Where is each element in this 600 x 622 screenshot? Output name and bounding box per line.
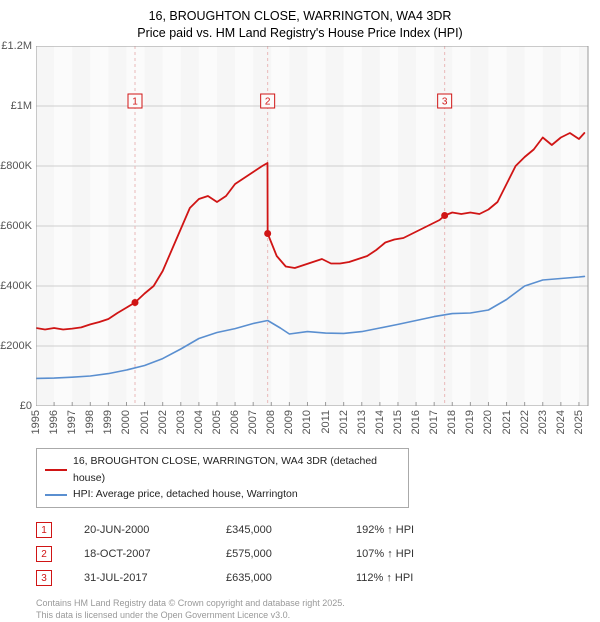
legend-label: 16, BROUGHTON CLOSE, WARRINGTON, WA4 3DR… bbox=[73, 453, 400, 487]
sale-date: 20-JUN-2000 bbox=[84, 524, 226, 536]
sale-price: £345,000 bbox=[226, 524, 356, 536]
x-tick-label: 2023 bbox=[537, 410, 549, 434]
x-tick-label: 2025 bbox=[573, 410, 585, 434]
svg-text:2: 2 bbox=[265, 96, 271, 107]
title-block: 16, BROUGHTON CLOSE, WARRINGTON, WA4 3DR… bbox=[0, 0, 600, 42]
sale-date: 18-OCT-2007 bbox=[84, 548, 226, 560]
svg-text:1: 1 bbox=[132, 96, 138, 107]
y-tick-label: £200K bbox=[0, 340, 36, 352]
legend-item: HPI: Average price, detached house, Warr… bbox=[45, 486, 400, 503]
x-tick-label: 2002 bbox=[157, 410, 169, 434]
sale-row: 1 20-JUN-2000£345,000192% ↑ HPI bbox=[36, 518, 600, 542]
y-tick-label: £800K bbox=[0, 160, 36, 172]
x-tick-label: 2006 bbox=[229, 410, 241, 434]
x-tick-label: 1998 bbox=[84, 410, 96, 434]
x-tick-label: 2019 bbox=[464, 410, 476, 434]
chart-container: 16, BROUGHTON CLOSE, WARRINGTON, WA4 3DR… bbox=[0, 0, 600, 590]
x-tick-label: 2012 bbox=[338, 410, 350, 434]
x-tick-label: 2000 bbox=[120, 410, 132, 434]
x-tick-label: 1995 bbox=[30, 410, 42, 434]
x-tick-label: 1997 bbox=[66, 410, 78, 434]
x-tick-label: 2005 bbox=[211, 410, 223, 434]
x-tick-label: 2021 bbox=[501, 410, 513, 434]
y-tick-label: £1M bbox=[11, 100, 36, 112]
sales-table: 1 20-JUN-2000£345,000192% ↑ HPI 2 18-OCT-20… bbox=[36, 518, 600, 590]
legend-label: HPI: Average price, detached house, Warr… bbox=[73, 486, 298, 503]
x-tick-label: 2001 bbox=[139, 410, 151, 434]
footer-line-2: This data is licensed under the Open Gov… bbox=[36, 610, 600, 622]
x-tick-label: 2018 bbox=[446, 410, 458, 434]
sale-marker-box: 2 bbox=[36, 546, 52, 562]
sale-hpi: 107% ↑ HPI bbox=[356, 548, 600, 560]
x-tick-label: 2014 bbox=[374, 410, 386, 434]
line-chart: 1 2 3 bbox=[36, 46, 596, 406]
x-tick-label: 2017 bbox=[428, 410, 440, 434]
x-axis: 1995199619971998199920002001200220032004… bbox=[36, 406, 596, 442]
x-tick-label: 1999 bbox=[102, 410, 114, 434]
x-tick-label: 2010 bbox=[301, 410, 313, 434]
sale-price: £635,000 bbox=[226, 572, 356, 584]
sale-marker-box: 1 bbox=[36, 522, 52, 538]
sale-row: 2 18-OCT-2007£575,000107% ↑ HPI bbox=[36, 542, 600, 566]
svg-text:3: 3 bbox=[442, 96, 448, 107]
x-tick-label: 2024 bbox=[555, 410, 567, 434]
x-tick-label: 2016 bbox=[410, 410, 422, 434]
chart-legend: 16, BROUGHTON CLOSE, WARRINGTON, WA4 3DR… bbox=[36, 448, 409, 508]
footer-line-1: Contains HM Land Registry data © Crown c… bbox=[36, 598, 600, 610]
legend-swatch bbox=[45, 469, 67, 471]
x-tick-label: 2022 bbox=[519, 410, 531, 434]
sale-hpi: 192% ↑ HPI bbox=[356, 524, 600, 536]
x-tick-label: 2004 bbox=[193, 410, 205, 434]
x-tick-label: 2015 bbox=[392, 410, 404, 434]
x-tick-label: 1996 bbox=[48, 410, 60, 434]
legend-swatch bbox=[45, 494, 67, 496]
sale-price: £575,000 bbox=[226, 548, 356, 560]
y-tick-label: £400K bbox=[0, 280, 36, 292]
sale-marker-box: 3 bbox=[36, 570, 52, 586]
y-tick-label: £600K bbox=[0, 220, 36, 232]
sale-date: 31-JUL-2017 bbox=[84, 572, 226, 584]
sale-row: 3 31-JUL-2017£635,000112% ↑ HPI bbox=[36, 566, 600, 590]
attribution-footer: Contains HM Land Registry data © Crown c… bbox=[36, 598, 600, 621]
x-tick-label: 2020 bbox=[482, 410, 494, 434]
x-tick-label: 2011 bbox=[320, 410, 332, 434]
chart-area: £0£200K£400K£600K£800K£1M£1.2M 123 bbox=[36, 46, 596, 406]
x-tick-label: 2003 bbox=[175, 410, 187, 434]
x-tick-label: 2013 bbox=[356, 410, 368, 434]
x-tick-label: 2008 bbox=[265, 410, 277, 434]
sale-hpi: 112% ↑ HPI bbox=[356, 572, 600, 584]
legend-item: 16, BROUGHTON CLOSE, WARRINGTON, WA4 3DR… bbox=[45, 453, 400, 487]
title-line-1: 16, BROUGHTON CLOSE, WARRINGTON, WA4 3DR bbox=[0, 8, 600, 25]
x-tick-label: 2009 bbox=[283, 410, 295, 434]
title-line-2: Price paid vs. HM Land Registry's House … bbox=[0, 25, 600, 42]
x-tick-label: 2007 bbox=[247, 410, 259, 434]
y-tick-label: £1.2M bbox=[1, 40, 36, 52]
